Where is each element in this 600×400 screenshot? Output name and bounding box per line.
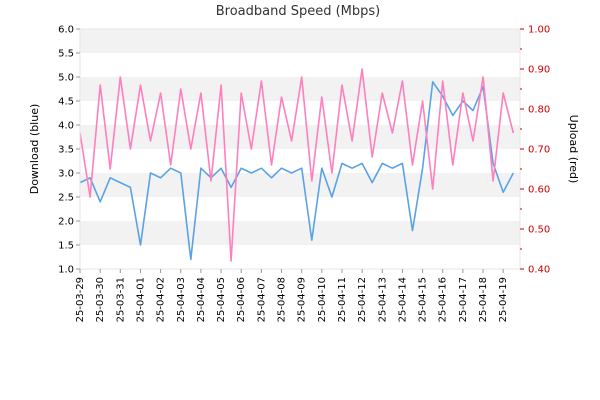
x-tick-label: 25-04-19 [498,277,509,322]
right-tick-label: 1.00 [528,25,550,36]
x-tick-label: 25-03-29 [75,277,86,322]
grid-bands [80,29,520,269]
grid-band [80,125,520,149]
x-tick-label: 25-04-17 [458,277,469,322]
grid-band [80,53,520,77]
left-tick-label: 2.0 [58,217,74,228]
left-tick-label: 1.5 [58,241,74,252]
x-tick-label: 25-04-14 [397,277,408,322]
right-tick-label: 0.90 [528,65,550,76]
chart-title: Broadband Speed (Mbps) [216,4,381,19]
x-tick-label: 25-04-09 [297,277,308,322]
left-tick-label: 1.0 [58,265,74,276]
left-tick-label: 5.0 [58,73,74,84]
left-tick-label: 4.5 [58,97,74,108]
x-tick-label: 25-04-13 [377,277,388,322]
right-axis-title: Upload (red) [567,115,580,184]
x-tick-label: 25-04-08 [277,277,288,322]
right-tick-label: 0.80 [528,105,550,116]
left-tick-label: 4.0 [58,121,74,132]
x-tick-label: 25-04-12 [357,277,368,322]
right-tick-label: 0.50 [528,225,550,236]
x-tick-label: 25-04-05 [216,277,227,322]
x-axis: 25-03-29 25-03-30 25-03-31 25-04-01 25-04-02… [75,269,509,322]
x-tick-label: 25-04-15 [418,277,429,322]
x-tick-label: 25-04-06 [236,277,247,322]
grid-band [80,245,520,269]
right-tick-label: 0.40 [528,265,550,276]
left-tick-label: 5.5 [58,49,74,60]
grid-band [80,173,520,197]
left-tick-label: 3.0 [58,169,74,180]
grid-band [80,197,520,221]
left-axis: 1.0 1.5 2.0 2.5 3.0 3.5 4.0 4.5 5.0 5.5 6.0 [58,25,80,276]
grid-band [80,221,520,245]
x-tick-label: 25-04-03 [176,277,187,322]
grid-band [80,29,520,53]
right-tick-label: 0.60 [528,185,550,196]
x-tick-label: 25-04-11 [337,277,348,322]
x-tick-label: 25-04-16 [438,277,449,322]
x-tick-label: 25-04-04 [196,277,207,322]
x-tick-label: 25-04-10 [317,277,328,322]
x-tick-label: 25-04-02 [156,277,167,322]
series-layer [79,68,515,262]
x-tick-label: 25-04-07 [256,277,267,322]
right-axis: 0.40 0.50 0.60 0.70 0.80 0.90 1.00 [520,25,550,276]
x-tick-label: 25-03-30 [95,277,106,322]
left-axis-title: Download (blue) [28,104,41,195]
x-tick-label: 25-03-31 [115,277,126,322]
x-tick-label: 25-04-18 [478,277,489,322]
x-tick-label: 25-04-01 [135,277,146,322]
left-tick-label: 2.5 [58,193,74,204]
left-tick-label: 6.0 [58,25,74,36]
right-tick-label: 0.70 [528,145,550,156]
upload-line [79,68,515,262]
left-tick-label: 3.5 [58,145,74,156]
